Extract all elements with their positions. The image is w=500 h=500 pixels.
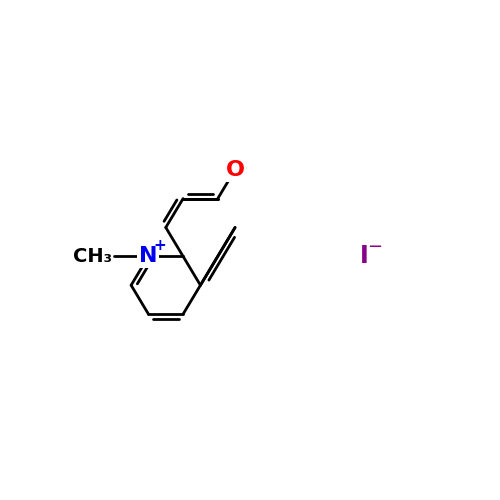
Text: O: O xyxy=(226,160,244,180)
Text: CH₃: CH₃ xyxy=(73,247,112,266)
Text: +: + xyxy=(154,238,166,253)
Text: N: N xyxy=(139,246,158,266)
Text: I: I xyxy=(360,244,368,268)
Text: −: − xyxy=(368,238,382,256)
